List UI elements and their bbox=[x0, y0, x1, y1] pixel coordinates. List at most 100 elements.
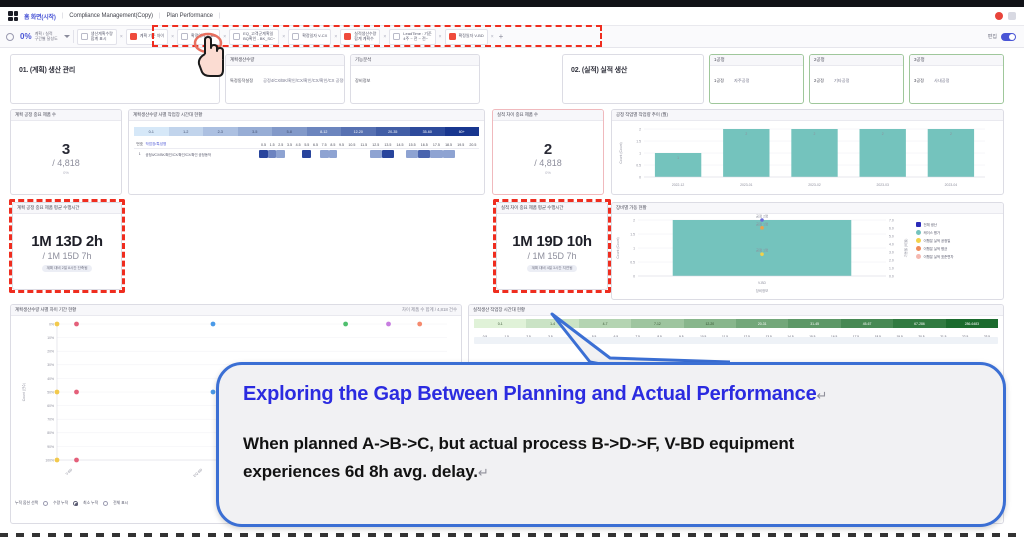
heatmap-cell[interactable] bbox=[358, 149, 370, 160]
add-filter-button[interactable]: + bbox=[498, 32, 504, 41]
heatmap-cell[interactable] bbox=[442, 149, 455, 160]
heatmap-cell[interactable] bbox=[467, 149, 479, 160]
process-card-1[interactable]: 1공정 1공정 자주공정 bbox=[709, 54, 804, 104]
heatmap-cell[interactable] bbox=[346, 149, 358, 160]
heatmap-cell[interactable] bbox=[267, 149, 277, 160]
filter-icon[interactable] bbox=[6, 32, 14, 41]
breadcrumb-item-compliance[interactable]: Compliance Management(Copy) bbox=[69, 13, 153, 19]
plan-section-card[interactable]: 01. (계획) 생산 관리 bbox=[10, 54, 220, 104]
notification-icon[interactable] bbox=[995, 12, 1003, 20]
column-header[interactable]: 8.5 bbox=[328, 141, 338, 149]
breadcrumb-home[interactable]: 홈 화면(시작) bbox=[24, 14, 56, 21]
equipment-chart-card[interactable]: 장비별 가동 현황 0 0.5 1 1.5 2 0.0 1.0 2.0 3.0 4.0 5.0 6.0… bbox=[611, 202, 1004, 300]
kpi-card-plan-count[interactable]: 계획 공정 중요 제품 수 3 / 4,818 0% bbox=[10, 109, 122, 195]
heatmap-cell[interactable] bbox=[302, 149, 312, 160]
chip-remove-icon[interactable]: × bbox=[438, 33, 442, 40]
chip-remove-icon[interactable]: × bbox=[119, 33, 123, 40]
chevron-down-icon[interactable] bbox=[63, 35, 70, 38]
column-header[interactable]: 10.5 bbox=[345, 141, 358, 149]
column-header[interactable]: 13.5 bbox=[381, 141, 394, 149]
legend-label: 이행분 실적 공정일 bbox=[923, 239, 951, 243]
column-header[interactable]: 20.5 bbox=[466, 141, 479, 149]
heatmap-cell[interactable] bbox=[319, 149, 329, 160]
filter-chip[interactable]: 실적생산수량 합계 계획수 bbox=[340, 28, 381, 45]
radio-option-0[interactable] bbox=[43, 501, 49, 506]
heatmap-cell[interactable] bbox=[328, 149, 338, 160]
card-header: 실적 차이 중요 제품 수 bbox=[493, 110, 603, 121]
column-header[interactable]: 9.5 bbox=[337, 141, 346, 149]
actual-section-card[interactable]: 02. (실적) 실적 생산 bbox=[562, 54, 704, 104]
column-header[interactable]: 15.5 bbox=[406, 141, 419, 149]
column-header[interactable]: 12.5 bbox=[369, 141, 382, 149]
filter-chip[interactable]: LeadTime : 기준 4주 ~ 전 ~ 전~ bbox=[389, 28, 436, 45]
chip-remove-icon[interactable]: × bbox=[282, 33, 286, 40]
heatmap-cell[interactable] bbox=[394, 149, 406, 160]
heatmap-cell[interactable] bbox=[406, 149, 419, 160]
heatmap-cell[interactable] bbox=[285, 149, 294, 160]
chip-remove-icon[interactable]: × bbox=[490, 33, 494, 40]
monthly-trend-chart-card[interactable]: 공정 작업별 작업량 추이 (월) 0 0.5 1 1.5 2 Count (Count)… bbox=[611, 109, 1004, 195]
legend-item[interactable]: 이행분 실적 평균 bbox=[916, 246, 953, 251]
column-header[interactable]: 1.5 bbox=[267, 141, 277, 149]
heatmap-cell[interactable] bbox=[418, 149, 431, 160]
column-header[interactable]: 11.5 bbox=[357, 141, 370, 149]
cumulative-option-group[interactable]: 누적 옵션 선택 수량 누적 최소 누적 전체 표시 bbox=[11, 499, 461, 508]
breadcrumb-item-plan-performance[interactable]: Plan Performance bbox=[166, 13, 213, 19]
column-header[interactable]: 6.5 bbox=[311, 141, 320, 149]
metric-card-plan-duration[interactable]: 계획 공정 중요 제품 평균 수행시간 1M 13D 2h / 1M 15D 7… bbox=[12, 202, 122, 290]
column-header[interactable]: 작업장/특성명 bbox=[145, 141, 260, 149]
column-header[interactable]: 0.5 bbox=[259, 141, 268, 149]
column-header[interactable]: 4.5 bbox=[293, 141, 303, 149]
chip-remove-icon[interactable]: × bbox=[334, 33, 338, 40]
heatmap-cell[interactable] bbox=[430, 149, 443, 160]
field-value: 기타공정 bbox=[834, 78, 850, 83]
process-card-2[interactable]: 2공정 2공정 기타공정 bbox=[809, 54, 904, 104]
heatmap-cell[interactable] bbox=[337, 149, 346, 160]
filter-chip[interactable]: 계획 기준 차이 bbox=[125, 28, 169, 45]
plan-heatmap-card[interactable]: 계획생산수량 사별 작업장 시간대 현황 0-1 1-2 2-3 3-5 5-8 8-12… bbox=[128, 109, 485, 195]
column-header[interactable]: 번호 bbox=[134, 141, 146, 149]
column-header[interactable]: 19.5 bbox=[454, 141, 467, 149]
heatmap-cell[interactable] bbox=[259, 149, 268, 160]
column-header[interactable]: 17.5 bbox=[430, 141, 443, 149]
progress-metric[interactable]: 0% 계획 / 실적 구간별 달성도 bbox=[17, 31, 61, 42]
column-header[interactable]: 3.5 bbox=[285, 141, 294, 149]
heatmap-cell[interactable] bbox=[276, 149, 286, 160]
filter-chip[interactable]: 확정일자 V-BD bbox=[177, 28, 221, 45]
column-header[interactable]: 2.5 bbox=[276, 141, 286, 149]
plan-quantity-card[interactable]: 계획생산수량 특정동작설정 공정4/CX/BK/확인/CX/확인/CX/확인/C… bbox=[225, 54, 345, 104]
heatmap-cell[interactable] bbox=[294, 149, 303, 160]
radio-option-2[interactable] bbox=[103, 501, 109, 506]
column-header[interactable]: 14.5 bbox=[393, 141, 407, 149]
column-header[interactable]: 5.5 bbox=[302, 141, 312, 149]
heatmap-cell[interactable] bbox=[369, 149, 382, 160]
legend-item[interactable]: 전체 생산 bbox=[916, 222, 953, 227]
column-header[interactable]: 18.5 bbox=[442, 141, 455, 149]
legend-item[interactable]: 이행분 실적 표준편차 bbox=[916, 254, 953, 259]
column-header[interactable]: 16.5 bbox=[418, 141, 431, 149]
filter-chip[interactable]: 확정일자 V-CX bbox=[288, 28, 332, 45]
filter-chip[interactable]: 생산계획수량 합계 표시 bbox=[76, 28, 117, 45]
edit-mode-toggle[interactable] bbox=[1001, 32, 1016, 41]
heatmap-cell[interactable] bbox=[311, 149, 320, 160]
legend-item[interactable]: 케이스 평가 bbox=[916, 230, 953, 235]
filter-chip[interactable]: 확정일자 V-BD bbox=[444, 28, 488, 45]
legend-item[interactable]: 이행분 실적 공정일 bbox=[916, 238, 953, 243]
apps-icon[interactable] bbox=[1008, 12, 1016, 20]
process-card-3[interactable]: 3공정 3공정 사내공정 bbox=[909, 54, 1004, 104]
filter-chip[interactable]: EQ_고객군계획일 BQ확인 - BK_SC~ bbox=[229, 28, 280, 45]
chip-swatch-icon bbox=[181, 33, 189, 40]
kpi-card-actual-count[interactable]: 실적 차이 중요 제품 수 2 / 4,818 0% bbox=[492, 109, 604, 195]
column-header[interactable]: 7.5 bbox=[319, 141, 329, 149]
chip-remove-icon[interactable]: × bbox=[171, 33, 175, 40]
radio-option-1[interactable] bbox=[73, 501, 79, 506]
heatmap-cell[interactable] bbox=[381, 149, 394, 160]
chip-remove-icon[interactable]: × bbox=[383, 33, 387, 40]
metric-card-actual-duration[interactable]: 실적 차이 중요 제품 평균 수행시간 1M 19D 10h / 1M 15D … bbox=[496, 202, 608, 290]
chip-remove-icon[interactable]: × bbox=[223, 33, 227, 40]
app-grid-logo-icon[interactable] bbox=[8, 11, 18, 21]
function-analysis-card[interactable]: 기능분석 장비정보 bbox=[350, 54, 480, 104]
card-header: 계획 공정 중요 제품 평균 수행시간 bbox=[13, 203, 121, 214]
heatmap-cell[interactable] bbox=[455, 149, 467, 160]
